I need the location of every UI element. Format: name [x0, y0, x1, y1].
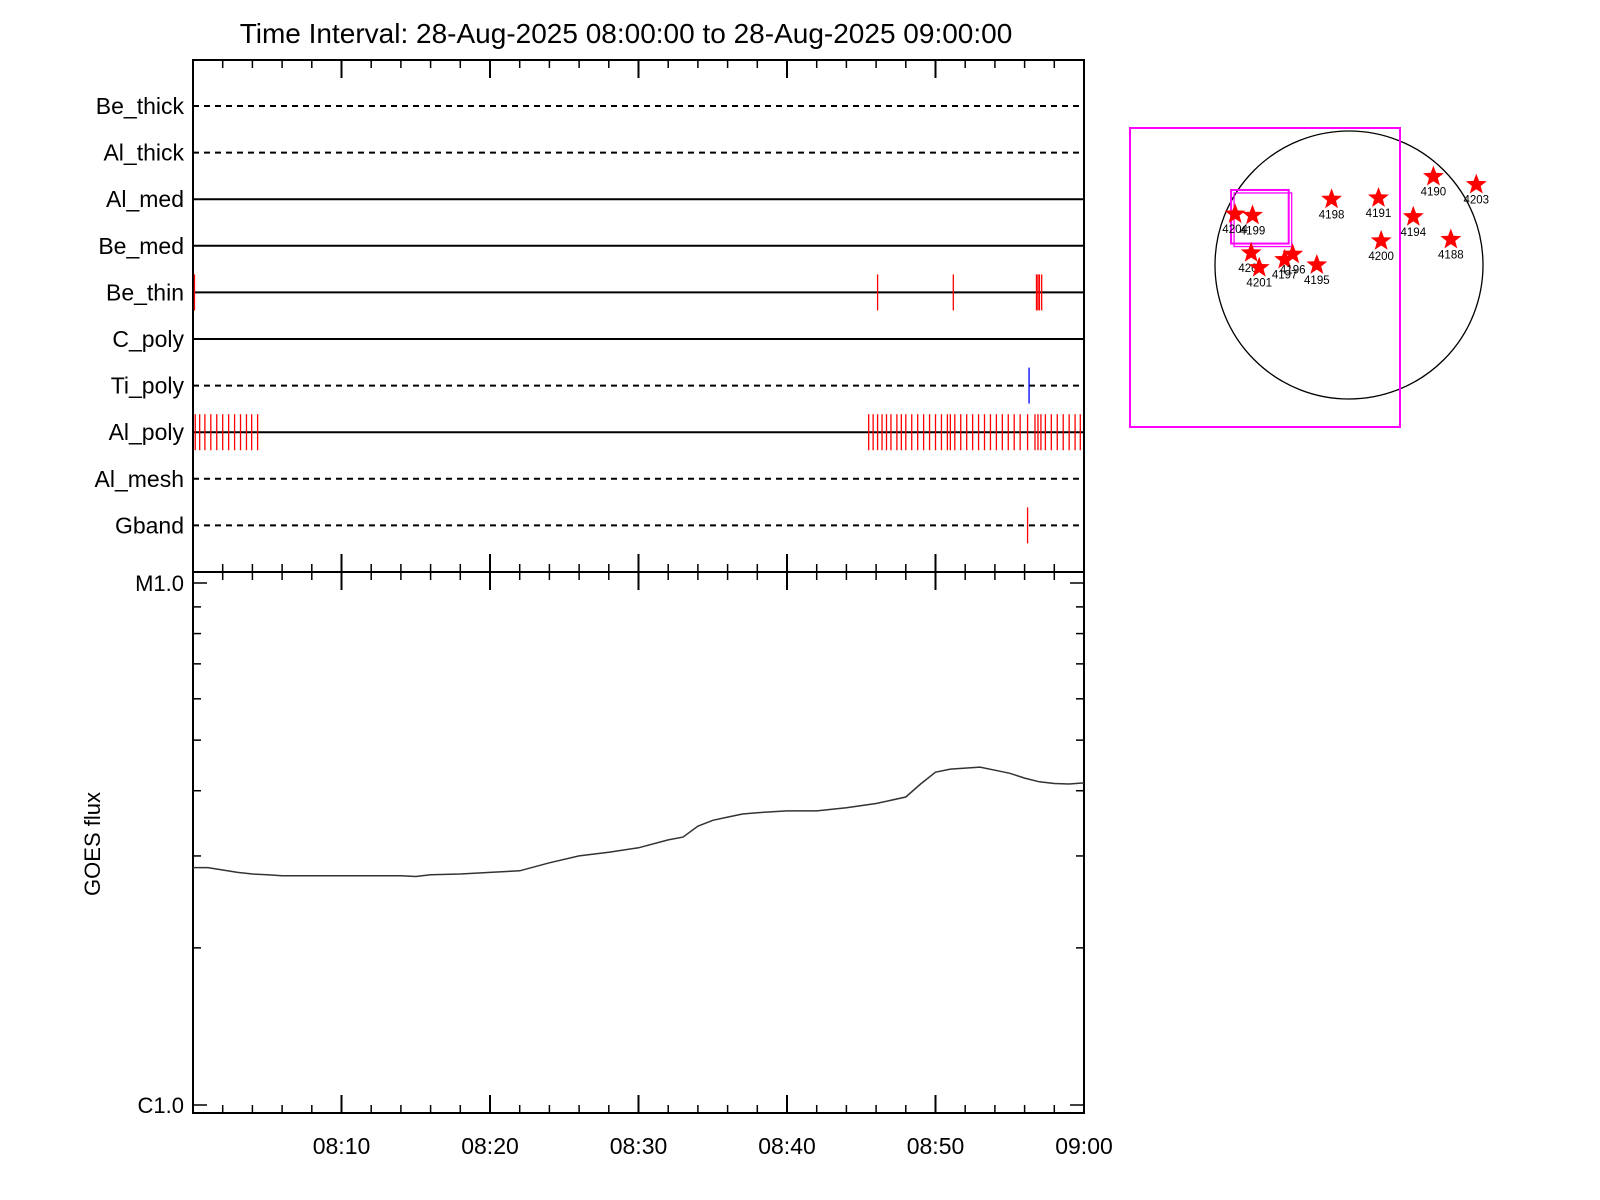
timeline-frame [192, 59, 1085, 573]
region-star [1423, 165, 1444, 186]
timeline-panel: Be_thick Al_thick Al_med Be_med Be_thin C_pol… [95, 59, 1085, 573]
channel-label-c_poly: C_poly [112, 326, 184, 352]
x-tick-label: 08:10 [313, 1133, 371, 1159]
region-label: 4197 [1272, 270, 1298, 282]
region-star [1465, 173, 1487, 194]
y-tick-label: C1.0 [138, 1093, 184, 1118]
region-star [1368, 187, 1389, 207]
zoom-box-shadow [1233, 192, 1293, 248]
x-tick-label: 08:50 [907, 1133, 965, 1159]
field-of-view-box [1129, 127, 1401, 428]
region-label: 4198 [1319, 209, 1345, 221]
region-label: 4200 [1368, 251, 1394, 263]
solar-disk [1214, 130, 1484, 400]
region-label: 4199 [1240, 225, 1266, 237]
x-tick-label: 08:30 [610, 1133, 668, 1159]
region-label: 4204 [1222, 224, 1248, 236]
channel-label-gband: Gband [115, 512, 184, 538]
region-star [1321, 188, 1342, 209]
region-label: 4191 [1366, 208, 1392, 220]
region-star [1248, 256, 1270, 277]
flux-frame [192, 571, 1085, 1114]
y-tick-label: M1.0 [135, 571, 184, 596]
x-tick-label: 09:00 [1055, 1133, 1113, 1159]
channel-label-al_med: Al_med [106, 186, 184, 212]
goes-flux-line [193, 766, 1085, 878]
region-label: 4195 [1304, 275, 1330, 287]
region-label: 4203 [1464, 195, 1490, 207]
region-star [1440, 228, 1462, 249]
channel-label-al_mesh: Al_mesh [95, 466, 184, 492]
chart-title: Time Interval: 28-Aug-2025 08:00:00 to 2… [240, 18, 1013, 49]
region-star [1274, 248, 1296, 269]
region-star [1242, 204, 1263, 225]
region-star [1224, 203, 1246, 223]
channel-label-be_thick: Be_thick [96, 93, 185, 119]
region-star [1370, 229, 1392, 250]
x-tick-label: 08:20 [461, 1133, 519, 1159]
region-label: 4196 [1280, 264, 1306, 276]
region-star [1402, 205, 1424, 226]
region-label: 4188 [1438, 250, 1464, 262]
channel-label-be_thin: Be_thin [106, 279, 184, 305]
channel-label-al_poly: Al_poly [109, 419, 185, 445]
region-star [1282, 243, 1304, 264]
region-label: 4194 [1401, 227, 1427, 239]
region-star [1306, 254, 1328, 274]
flux-panel: 08:10 08:20 08:30 08:40 08:50 09:00 M1.0 C1.0 G… [80, 571, 1113, 1159]
region-label: 4190 [1421, 187, 1447, 199]
flux-ylabel: GOES flux [80, 792, 105, 896]
region-star [1240, 241, 1262, 262]
x-tick-label: 08:40 [758, 1133, 816, 1159]
channel-label-ti_poly: Ti_poly [111, 373, 185, 399]
region-label: 4201 [1246, 278, 1272, 290]
channel-label-al_thick: Al_thick [103, 140, 184, 166]
channel-label-be_med: Be_med [98, 233, 184, 259]
